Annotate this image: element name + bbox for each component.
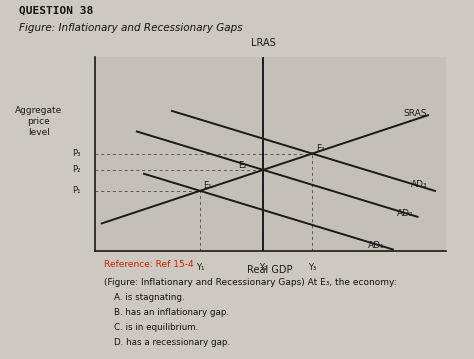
Text: D. has a recessionary gap.: D. has a recessionary gap.	[114, 338, 230, 347]
Text: AD₂: AD₂	[396, 209, 413, 218]
Text: C. is in equilibrium.: C. is in equilibrium.	[114, 323, 198, 332]
Text: (Figure: Inflationary and Recessionary Gaps) At E₃, the economy:: (Figure: Inflationary and Recessionary G…	[104, 278, 397, 287]
Text: Reference: Ref 15-4: Reference: Ref 15-4	[104, 260, 194, 269]
Text: AD₃: AD₃	[410, 180, 427, 189]
Text: Figure: Inflationary and Recessionary Gaps: Figure: Inflationary and Recessionary Ga…	[19, 23, 243, 33]
Text: E₁: E₁	[203, 181, 212, 190]
Text: P₂: P₂	[73, 165, 81, 174]
Text: Y₂: Y₂	[259, 263, 267, 272]
X-axis label: Real GDP: Real GDP	[247, 265, 293, 275]
Text: AD₁: AD₁	[368, 241, 385, 250]
Text: QUESTION 38: QUESTION 38	[19, 5, 93, 15]
Text: A. is stagnating.: A. is stagnating.	[114, 293, 184, 302]
Text: SRAS: SRAS	[403, 108, 427, 117]
Text: E₂: E₂	[238, 161, 247, 170]
Text: P₃: P₃	[73, 149, 81, 158]
Text: Aggregate
price
level: Aggregate price level	[15, 106, 62, 137]
Text: E₃: E₃	[316, 144, 324, 153]
Text: LRAS: LRAS	[251, 38, 275, 48]
Text: B. has an inflationary gap.: B. has an inflationary gap.	[114, 308, 229, 317]
Text: Y₁: Y₁	[196, 263, 204, 272]
Text: P₁: P₁	[72, 186, 81, 195]
Text: Y₃: Y₃	[308, 263, 317, 272]
